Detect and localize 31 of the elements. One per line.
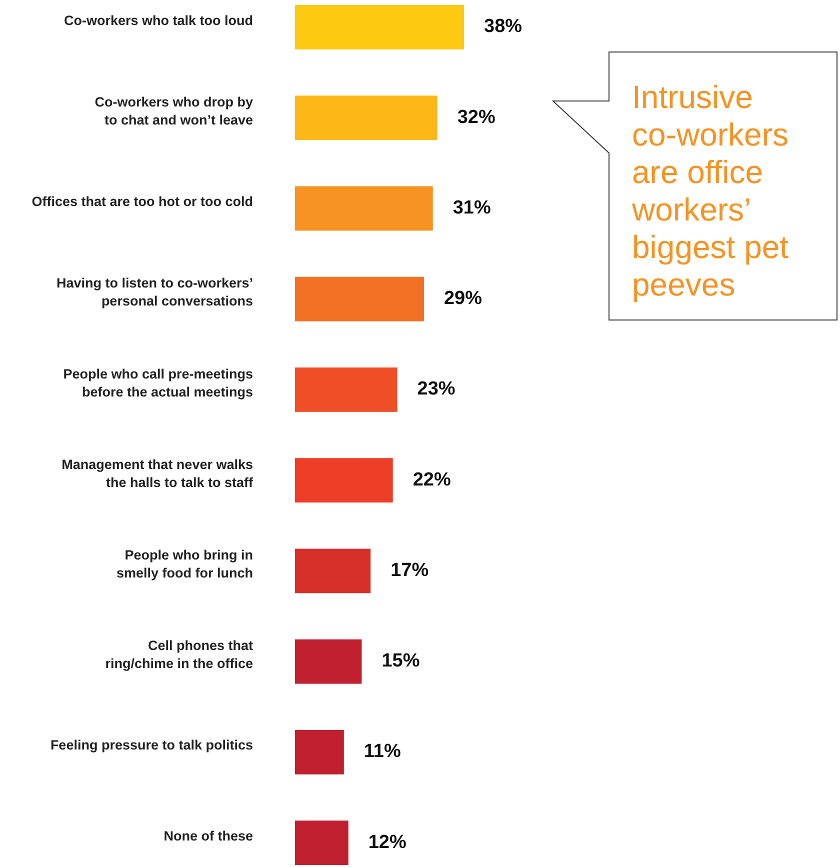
bar — [295, 548, 371, 594]
bar — [295, 5, 464, 50]
bar — [295, 820, 348, 865]
data-label: 12% — [368, 832, 406, 853]
bar — [295, 96, 438, 140]
y-tick-label: None of these — [164, 828, 254, 844]
bar — [295, 730, 344, 774]
data-label: 23% — [417, 378, 456, 400]
bar — [295, 367, 398, 412]
data-label: 17% — [390, 560, 429, 581]
data-label: 29% — [444, 288, 482, 310]
text: Intrusive co-workers are office workers’ biggest pet peeves — [631, 79, 789, 302]
y-tick-label: Co-workers who drop by to chat and won’t leave — [94, 94, 254, 128]
data-label: 22% — [412, 469, 451, 490]
y-tick-label: Offices that are too hot or too cold — [32, 194, 253, 210]
bar — [295, 186, 433, 231]
bar — [295, 276, 424, 322]
y-tick-label: Co-workers who talk too loud — [64, 12, 253, 28]
data-label: 38% — [484, 16, 522, 38]
y-tick-label: Management that never walks the halls to talk to staff — [62, 456, 254, 490]
data-label: 15% — [382, 650, 420, 672]
bar — [295, 458, 393, 503]
y-tick-label: People who bring in smelly food for lunch — [116, 547, 253, 580]
y-tick-label: Having to listen to co-workers’ personal conversations — [56, 276, 253, 309]
data-label: 31% — [452, 197, 491, 218]
data-label: 32% — [457, 106, 496, 128]
bar — [295, 639, 362, 684]
data-label: 11% — [364, 741, 402, 762]
y-tick-label: Feeling pressure to talk politics — [50, 738, 253, 753]
y-tick-label: People who call pre-meetings before the actual meetings — [63, 366, 253, 400]
y-tick-label: Cell phones that ring/chime in the office — [105, 638, 254, 672]
